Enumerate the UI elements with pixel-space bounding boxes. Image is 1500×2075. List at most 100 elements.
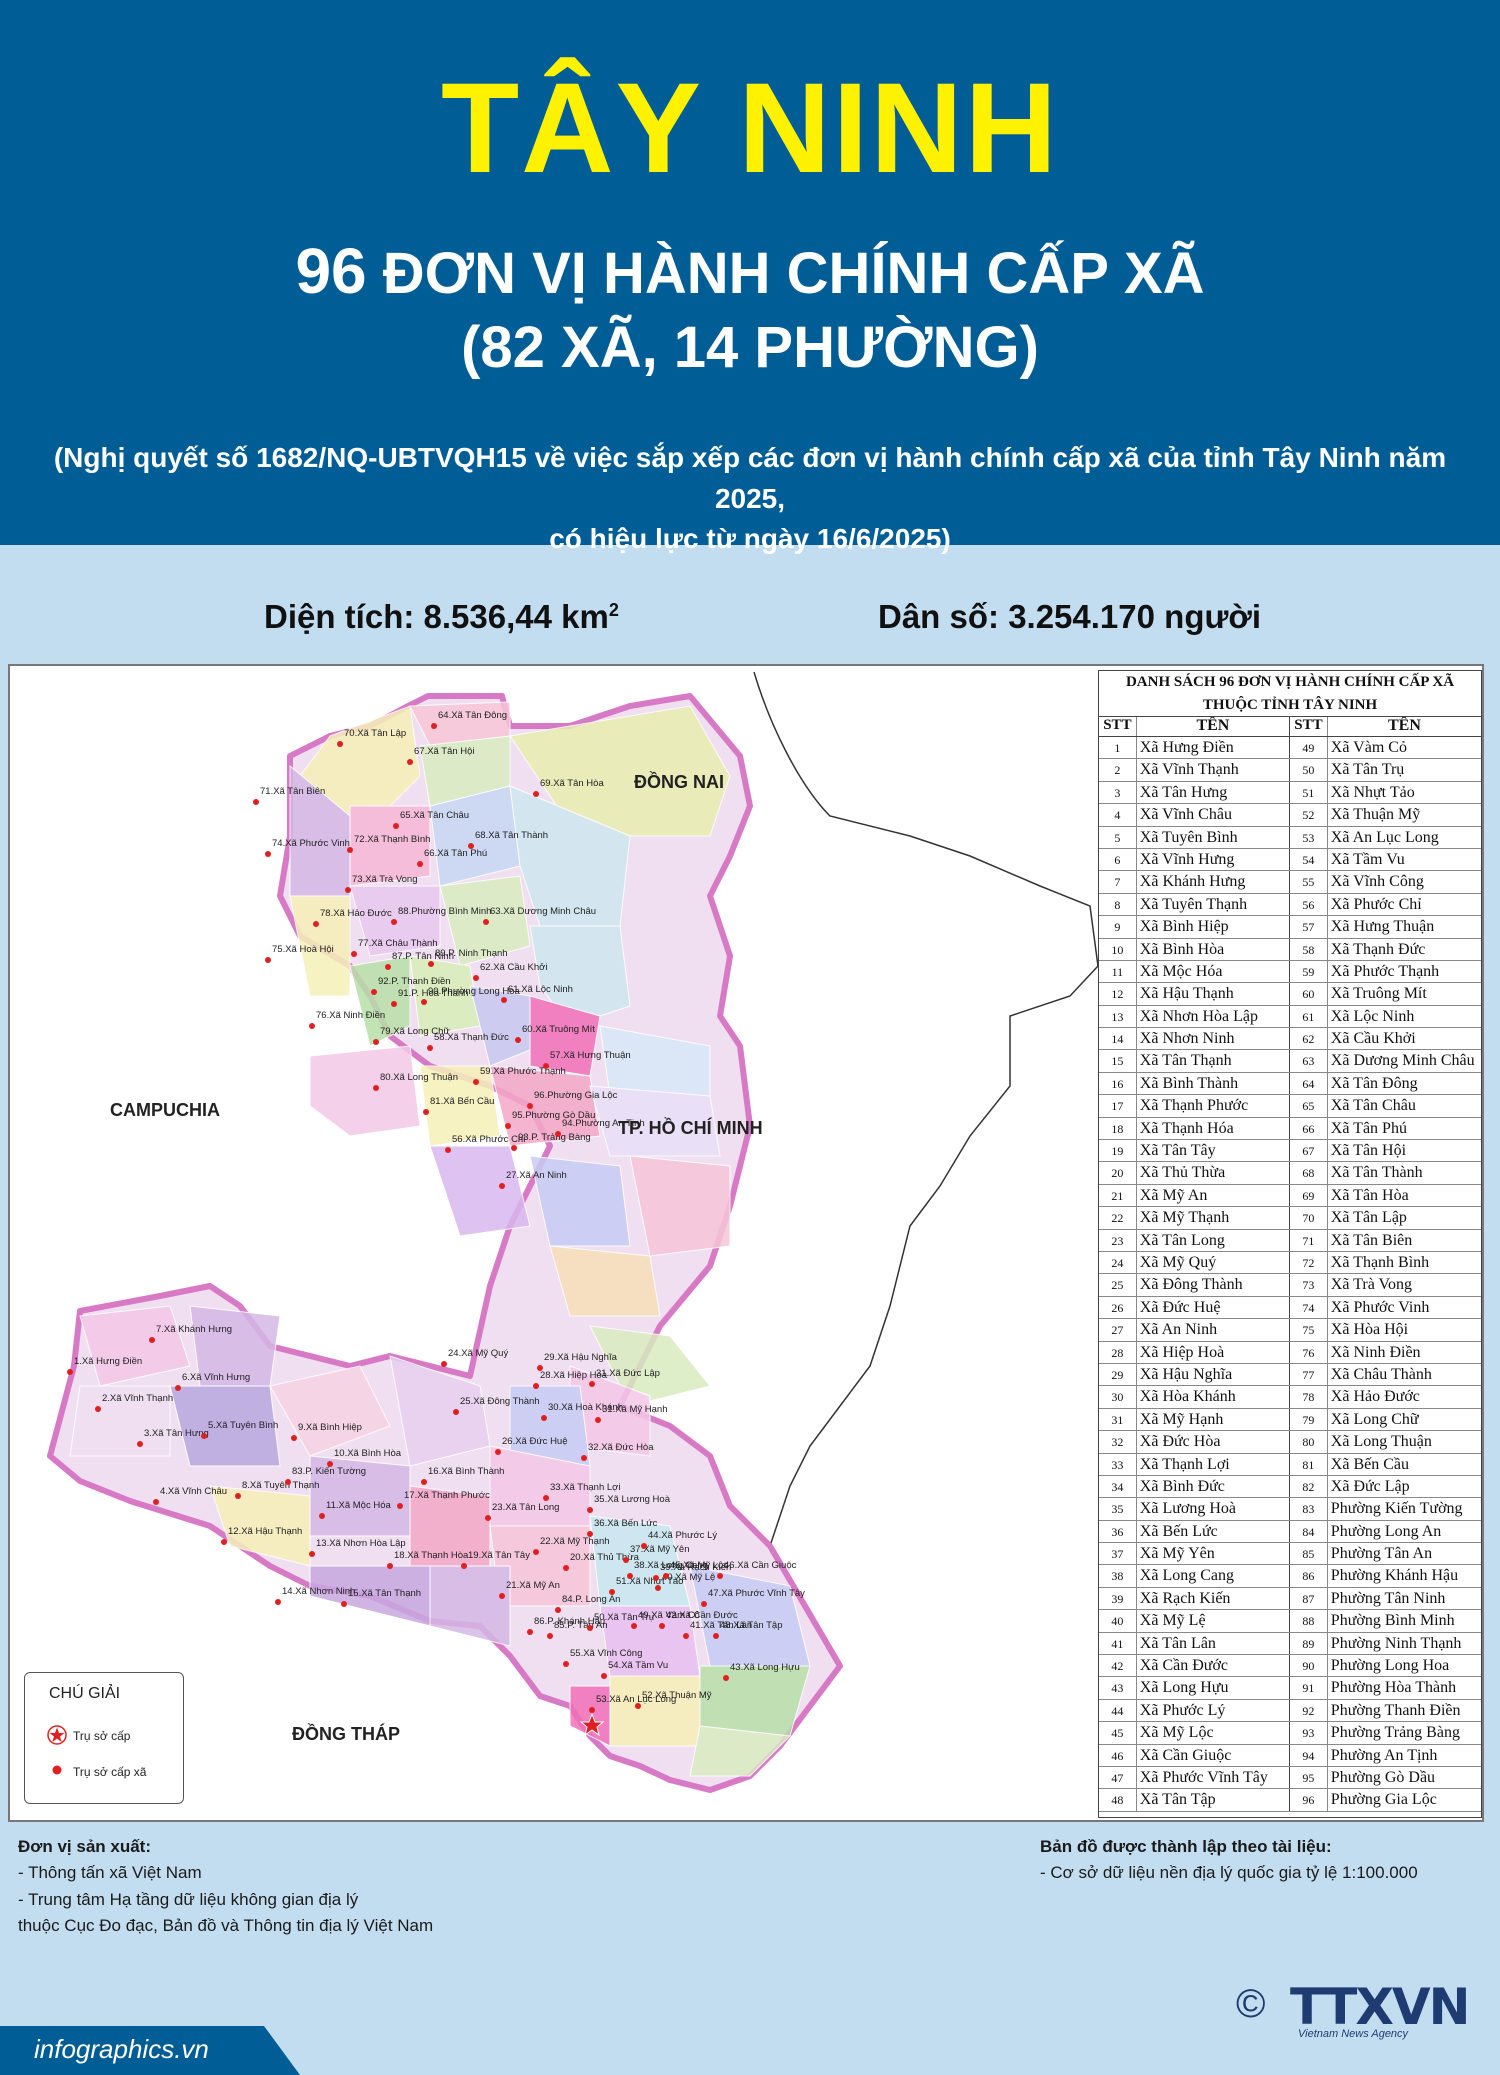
commune-label: 84.P. Long An	[562, 1594, 620, 1605]
row-name: Xã Bình Đức	[1137, 1475, 1290, 1498]
table-row: 32 Xã Đức Hòa 80 Xã Long Thuận	[1099, 1431, 1481, 1454]
commune-office-dot	[265, 957, 271, 963]
row-name: Xã Thủ Thừa	[1137, 1162, 1290, 1184]
commune-label: 22.Xã Mỹ Thạnh	[540, 1536, 610, 1547]
commune-office-dot	[175, 1385, 181, 1391]
row-stt: 19	[1099, 1140, 1137, 1162]
commune-office-dot	[445, 1147, 451, 1153]
commune-label: 85.P. Tân An	[554, 1620, 608, 1631]
row-name: Xã Bình Thành	[1137, 1072, 1290, 1095]
table-row: 34 Xã Bình Đức 82 Xã Đức Lập	[1099, 1475, 1481, 1499]
row-name: Phường Gia Lộc	[1330, 1791, 1437, 1809]
commune-office-dot	[468, 843, 474, 849]
region-label: ĐỒNG THÁP	[292, 1723, 400, 1744]
commune-office-dot	[663, 1573, 669, 1579]
row-stt: 48	[1099, 1789, 1137, 1811]
row-stt: 32	[1099, 1431, 1137, 1453]
row-name: Xã Đông Thành	[1137, 1274, 1290, 1296]
commune-label: 87.P. Tân Ninh	[392, 951, 454, 962]
row-stt: 26	[1099, 1296, 1137, 1319]
commune-label: 66.Xã Tân Phú	[424, 848, 487, 859]
commune-patches	[69, 701, 811, 1777]
table-row: 38 Xã Long Cang 86 Phường Khánh Hậu	[1099, 1565, 1481, 1588]
copyright-icon: ©	[1236, 1982, 1266, 2026]
row-name: Xã Thạnh Bình	[1330, 1253, 1430, 1271]
row-name: Phường Hòa Thành	[1330, 1679, 1457, 1697]
row-name: Xã Phước Chỉ	[1330, 895, 1422, 913]
commune-label: 61.Xã Lộc Ninh	[508, 984, 573, 995]
commune-office-dot	[291, 1435, 297, 1441]
row-name: Xã Tân Hưng	[1137, 781, 1290, 804]
row-name: Phường Trảng Bàng	[1330, 1724, 1460, 1742]
commune-office-dot	[371, 989, 377, 995]
table-row: 27 Xã An Ninh 75 Xã Hòa Hội	[1099, 1319, 1481, 1342]
commune-label: 68.Xã Tân Thành	[475, 830, 548, 841]
row-name: Xã Truông Mít	[1330, 985, 1427, 1003]
row-name: Phường Long An	[1330, 1522, 1442, 1540]
row-stt: 74	[1290, 1296, 1328, 1319]
commune-label: 91.P. Hoà Thành	[398, 988, 468, 999]
row-stt: 35	[1099, 1498, 1137, 1520]
commune-label: 41.Xã Tân Lân	[690, 1620, 752, 1631]
row-name: Xã Long Hựu	[1137, 1677, 1290, 1699]
row-stt: 49	[1290, 737, 1328, 759]
resolution-note: (Nghị quyết số 1682/NQ-UBTVQH15 về việc …	[40, 438, 1460, 560]
commune-label: 69.Xã Tân Hòa	[540, 778, 604, 789]
commune-label: 58.Xã Thạnh Đức	[434, 1032, 509, 1043]
row-name: Xã Bến Lức	[1137, 1520, 1290, 1543]
row-stt: 7	[1099, 871, 1137, 893]
commune-label: 75.Xã Hoà Hội	[272, 944, 334, 955]
header-banner: TÂY NINH 96 ĐƠN VỊ HÀNH CHÍNH CẤP XÃ (82…	[0, 0, 1500, 554]
site-link[interactable]: infographics.vn	[34, 2034, 209, 2064]
commune-office-dot	[351, 951, 357, 957]
row-name: Xã Nhơn Ninh	[1137, 1028, 1290, 1050]
note-line-2: có hiệu lực từ ngày 16/6/2025)	[549, 523, 951, 555]
row-stt: 27	[1099, 1319, 1137, 1341]
row-name: Xã Hiệp Hoà	[1137, 1341, 1290, 1363]
row-name: Phường Kiến Tường	[1330, 1500, 1463, 1518]
commune-label: 2.Xã Vĩnh Thạnh	[102, 1393, 173, 1404]
row-stt: 28	[1099, 1341, 1137, 1363]
row-name: Xã Dương Minh Châu	[1330, 1052, 1475, 1070]
commune-office-dot	[453, 1409, 459, 1415]
row-name: Xã Phước Vĩnh Tây	[1137, 1766, 1290, 1789]
ttxvn-logo: © TTXVN Vietnam News Agency	[1236, 1978, 1476, 2040]
row-stt: 47	[1099, 1766, 1137, 1789]
commune-label: 52.Xã Thuận Mỹ	[642, 1690, 712, 1701]
table-row: 6 Xã Vĩnh Hưng 54 Xã Tầm Vu	[1099, 848, 1481, 872]
table-row: 13 Xã Nhơn Hòa Lập 61 Xã Lộc Ninh	[1099, 1005, 1481, 1029]
commune-label: 11.Xã Mộc Hóa	[326, 1500, 391, 1511]
commune-label: 67.Xã Tân Hội	[414, 746, 475, 757]
row-stt: 43	[1099, 1677, 1137, 1699]
commune-label: 51.Xã Nhựt Tảo	[616, 1576, 683, 1587]
row-stt: 90	[1290, 1655, 1328, 1677]
row-stt: 56	[1290, 893, 1328, 916]
commune-markers	[67, 723, 729, 1737]
row-stt: 16	[1099, 1072, 1137, 1095]
commune-label: 24.Xã Mỹ Quý	[448, 1348, 508, 1359]
commune-office-dot	[515, 1037, 521, 1043]
commune-label: 36.Xã Bến Lức	[594, 1518, 658, 1529]
row-stt: 46	[1099, 1744, 1137, 1766]
commune-office-dot	[421, 999, 427, 1005]
row-stt: 12	[1099, 983, 1137, 1005]
row-stt: 44	[1099, 1699, 1137, 1722]
table-row: 42 Xã Cần Đước 90 Phường Long Hoa	[1099, 1655, 1481, 1678]
commune-label: 81.Xã Bến Cầu	[430, 1096, 494, 1107]
commune-office-dot	[373, 1039, 379, 1045]
commune-office-dot	[421, 1479, 427, 1485]
table-row: 39 Xã Rạch Kiến 87 Phường Tân Ninh	[1099, 1587, 1481, 1611]
commune-label: 45.Xã Mỹ Lộc	[670, 1560, 728, 1571]
row-name: Xã Thạnh Hóa	[1137, 1117, 1290, 1140]
commune-office-dot	[635, 1703, 641, 1709]
row-name: Xã Trà Vong	[1330, 1276, 1413, 1294]
row-name: Xã Rạch Kiến	[1137, 1587, 1290, 1610]
commune-office-dot	[563, 1565, 569, 1571]
producer-info: Đơn vị sản xuất: - Thông tấn xã Việt Nam…	[18, 1834, 433, 1939]
row-stt: 83	[1290, 1498, 1328, 1520]
row-stt: 55	[1290, 871, 1328, 893]
row-name: Xã Hòa Khánh	[1137, 1386, 1290, 1408]
row-stt: 80	[1290, 1431, 1328, 1453]
commune-label: 32.Xã Đức Hòa	[588, 1442, 654, 1453]
population-stat: Dân số: 3.254.170 người	[878, 598, 1261, 636]
